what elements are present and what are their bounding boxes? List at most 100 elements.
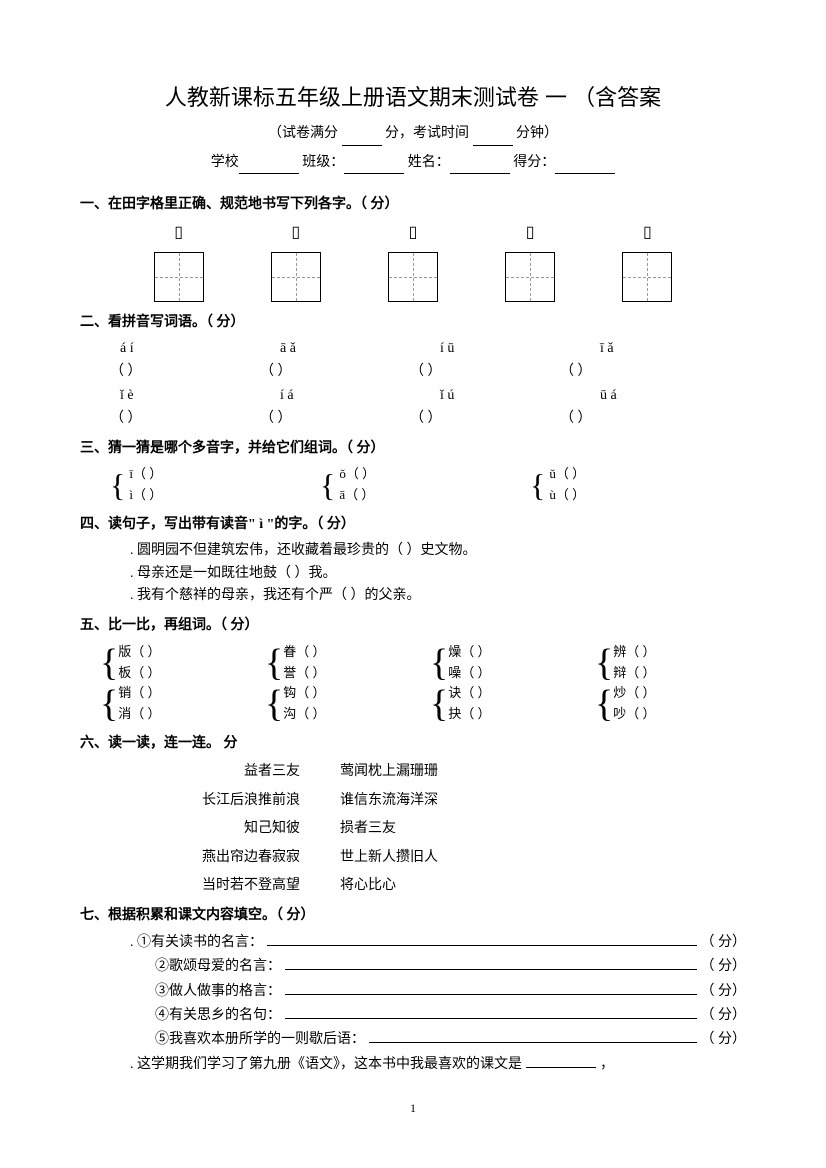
q6-heading: 六、读一读，连一连。 分 <box>80 733 746 755</box>
q3-item[interactable]: ù（ ） <box>549 485 585 506</box>
q7-line: ③做人做事的格言：（ 分） <box>80 981 746 1003</box>
answer-blank[interactable]: （ ） <box>110 361 230 383</box>
comma: ， <box>600 1054 614 1076</box>
answer-blank[interactable]: （ ） <box>260 408 380 430</box>
info-line: 学校 班级： 姓名： 得分： <box>80 152 746 174</box>
match-left: 燕出帘边春寂寂 <box>140 847 340 869</box>
q5-item[interactable]: 吵（ ） <box>613 704 655 725</box>
q7-line: ④有关思乡的名句： （ 分） <box>80 1005 746 1027</box>
q5-item[interactable]: 版（ ） <box>118 642 160 663</box>
char-placeholder: ▯ <box>291 220 300 246</box>
fill-blank[interactable] <box>285 1005 697 1019</box>
q5-item[interactable]: 辩（ ） <box>613 663 655 684</box>
q5-item[interactable]: 辨（ ） <box>613 642 655 663</box>
fill-blank[interactable] <box>369 1029 697 1043</box>
pinyin: ǐ è <box>120 385 220 407</box>
tianzige-box[interactable] <box>271 252 321 302</box>
q5-item[interactable]: 抉（ ） <box>448 704 490 725</box>
answer-blank[interactable]: （ ） <box>560 408 680 430</box>
brace-icon: { <box>100 683 118 725</box>
q5-col: { 炒（ ） 吵（ ） <box>595 683 750 725</box>
q5-item[interactable]: 消（ ） <box>118 704 160 725</box>
q4-line: . 我有个慈祥的母亲，我还有个严（ ）的父亲。 <box>80 585 746 607</box>
q5-item[interactable]: 燥（ ） <box>448 642 490 663</box>
q5-item[interactable]: 沟（ ） <box>283 704 325 725</box>
fill-blank[interactable] <box>285 981 697 995</box>
q5-col: { 钩（ ） 沟（ ） <box>265 683 420 725</box>
q7-line: ②歌颂母爱的名言： （ 分） <box>80 956 746 978</box>
brace-icon: { <box>320 471 335 500</box>
q7-line: . ①有关读书的名言：（ 分） <box>80 932 746 954</box>
answer-blank[interactable]: （ ） <box>110 408 230 430</box>
pinyin: á í <box>120 338 220 360</box>
fill-blank[interactable] <box>267 932 697 946</box>
q3-item[interactable]: ā（ ） <box>339 485 375 506</box>
q4-line: . 圆明园不但建筑宏伟，还收藏着最珍贵的（ ）史文物。 <box>80 540 746 562</box>
q1-char-row: ▯ ▯ ▯ ▯ ▯ <box>120 220 706 246</box>
q5-item[interactable]: 钩（ ） <box>283 683 325 704</box>
tianzige-box[interactable] <box>505 252 555 302</box>
q7-line: ⑤我喜欢本册所学的一则歇后语： （ 分） <box>80 1029 746 1051</box>
q7-score: （ 分） <box>701 1005 747 1027</box>
q5-col: { 版（ ） 板（ ） <box>100 642 255 684</box>
answer-blank[interactable]: （ ） <box>260 361 380 383</box>
school-blank[interactable] <box>239 158 299 174</box>
q7-score: （ 分） <box>701 1029 747 1051</box>
fill-blank[interactable] <box>526 1054 596 1068</box>
q3-group: { ī（ ） ì（ ） <box>110 464 300 506</box>
q3-item[interactable]: ī（ ） <box>129 464 162 485</box>
brace-icon: { <box>265 642 283 684</box>
q3-group: { ǒ（ ） ā（ ） <box>320 464 510 506</box>
q5-item[interactable]: 眷（ ） <box>283 642 325 663</box>
tianzige-box[interactable] <box>154 252 204 302</box>
class-blank[interactable] <box>344 158 404 174</box>
q3-heading: 三、猜一猜是哪个多音字，并给它们组词。（ 分） <box>80 438 746 460</box>
subtitle-suffix: 分钟） <box>516 126 558 141</box>
q5-item[interactable]: 诀（ ） <box>448 683 490 704</box>
name-blank[interactable] <box>450 158 510 174</box>
brace-icon: { <box>100 642 118 684</box>
q6-pair[interactable]: 长江后浪推前浪谁信东流海洋深 <box>80 790 746 812</box>
tianzige-box[interactable] <box>388 252 438 302</box>
q5-item[interactable]: 销（ ） <box>118 683 160 704</box>
q7-label: ⑤我喜欢本册所学的一则歇后语： <box>155 1029 365 1051</box>
q5-col: { 燥（ ） 噪（ ） <box>430 642 585 684</box>
q7-label: ④有关思乡的名句： <box>155 1005 281 1027</box>
tianzige-box[interactable] <box>622 252 672 302</box>
match-left: 益者三友 <box>140 761 340 783</box>
q5-item[interactable]: 誉（ ） <box>283 663 325 684</box>
q7-label: ②歌颂母爱的名言： <box>155 956 281 978</box>
q5-item[interactable]: 噪（ ） <box>448 663 490 684</box>
pinyin: í á <box>280 385 380 407</box>
q5-row: { 销（ ） 消（ ） { 钩（ ） 沟（ ） { 诀（ ） 抉（ ） { 炒 <box>80 683 746 725</box>
q5-item[interactable]: 板（ ） <box>118 663 160 684</box>
q7-label: . ①有关读书的名言： <box>130 932 263 954</box>
q6-pair[interactable]: 益者三友莺闻枕上漏珊珊 <box>80 761 746 783</box>
q6-pair[interactable]: 当时若不登高望将心比心 <box>80 875 746 897</box>
q6-pair[interactable]: 燕出帘边春寂寂世上新人攒旧人 <box>80 847 746 869</box>
q5-item[interactable]: 炒（ ） <box>613 683 655 704</box>
q6-pair[interactable]: 知己知彼损者三友 <box>80 818 746 840</box>
q2-pinyin-row2: ǐ è í á ǐ ú ū á <box>80 385 746 407</box>
answer-blank[interactable]: （ ） <box>410 408 530 430</box>
fill-blank[interactable] <box>285 956 697 970</box>
score-blank[interactable] <box>555 158 615 174</box>
full-score-blank[interactable] <box>342 130 382 146</box>
q7-score: （ 分） <box>701 956 747 978</box>
q2-answer-row2: （ ） （ ） （ ） （ ） <box>80 408 746 430</box>
char-placeholder: ▯ <box>526 220 535 246</box>
brace-icon: { <box>430 642 448 684</box>
match-left: 知己知彼 <box>140 818 340 840</box>
pinyin: ū á <box>600 385 700 407</box>
q3-item[interactable]: ǒ（ ） <box>339 464 375 485</box>
answer-blank[interactable]: （ ） <box>410 361 530 383</box>
q3-item[interactable]: ì（ ） <box>129 485 162 506</box>
subtitle: （试卷满分 分，考试时间 分钟） <box>80 123 746 145</box>
q5-row: { 版（ ） 板（ ） { 眷（ ） 誉（ ） { 燥（ ） 噪（ ） { 辨 <box>80 642 746 684</box>
q3-row: { ī（ ） ì（ ） { ǒ（ ） ā（ ） { ǔ（ ） ù（ ） <box>80 464 746 506</box>
answer-blank[interactable]: （ ） <box>560 361 680 383</box>
q3-item[interactable]: ǔ（ ） <box>549 464 585 485</box>
time-blank[interactable] <box>473 130 513 146</box>
q5-col: { 辨（ ） 辩（ ） <box>595 642 750 684</box>
pinyin: ī ǎ <box>600 338 700 360</box>
